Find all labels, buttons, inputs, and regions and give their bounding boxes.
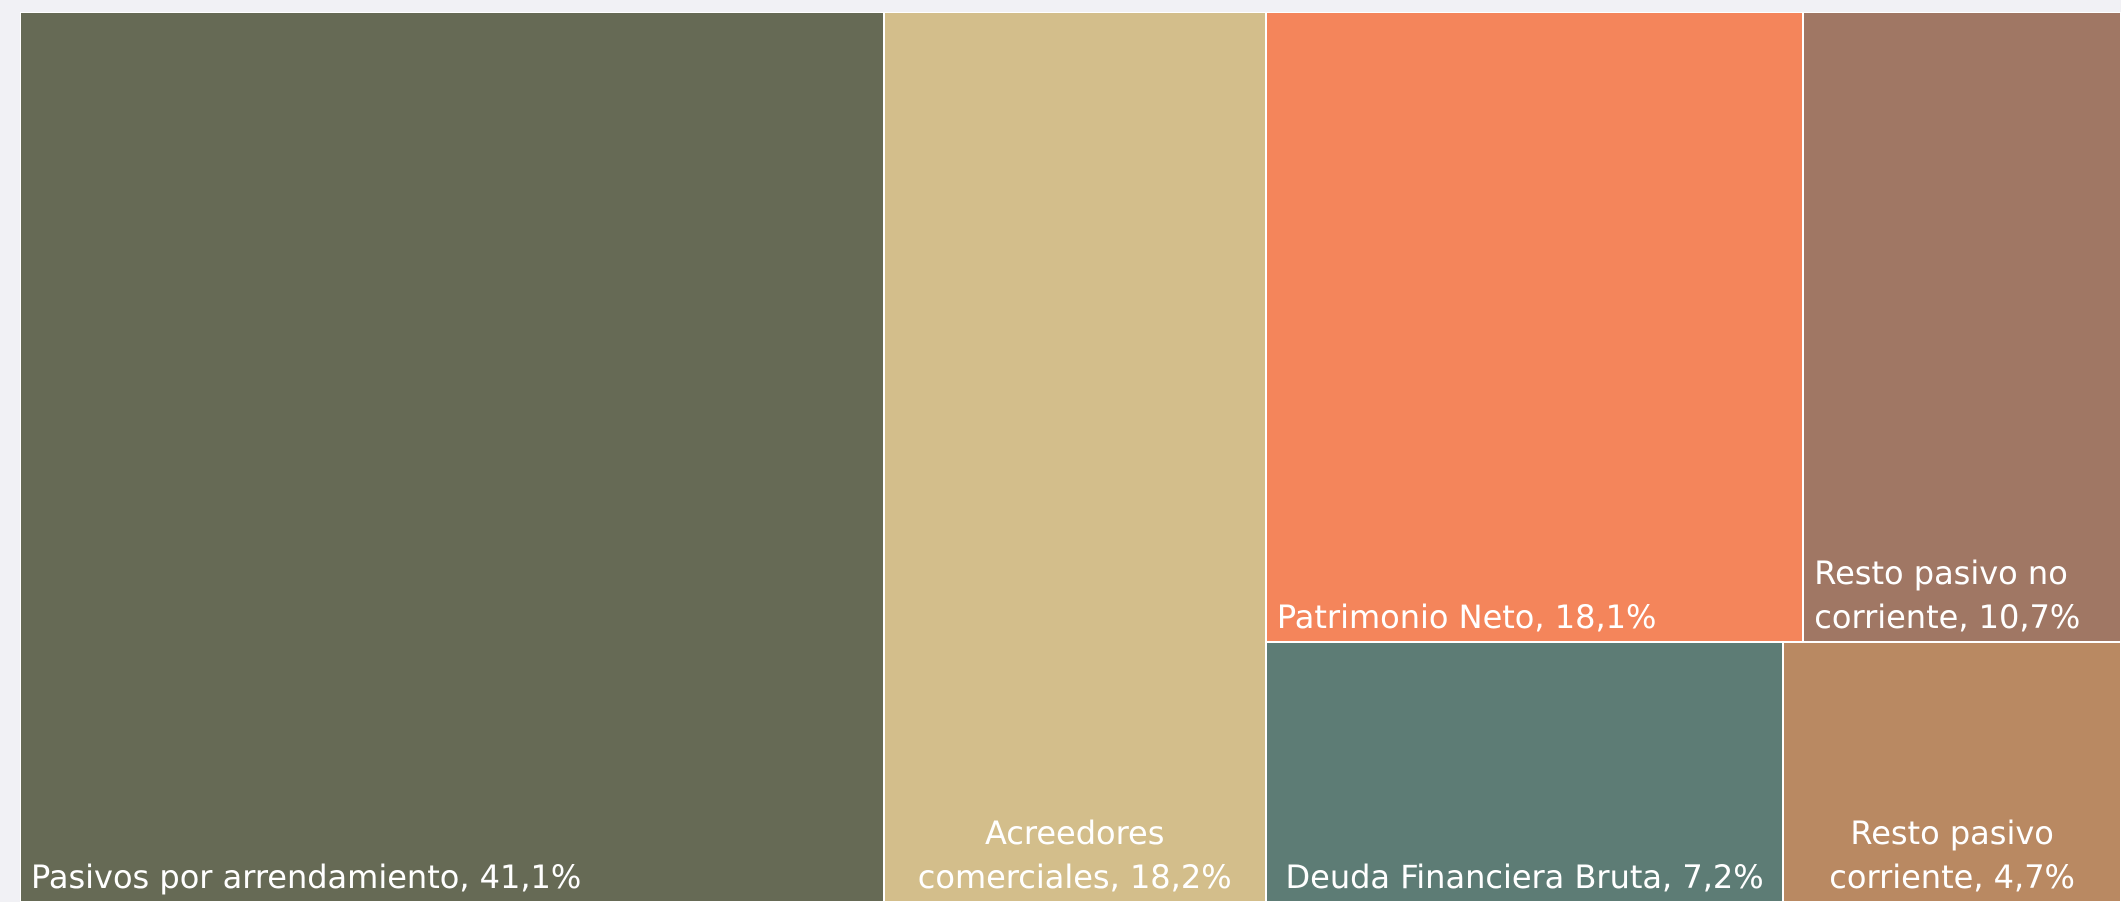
- tile-label: Pasivos por arrendamiento, 41,1%: [21, 855, 883, 901]
- category-name: Pasivos por arrendamiento,: [31, 858, 470, 896]
- tile: Pasivos por arrendamiento, 41,1%: [20, 12, 884, 902]
- value-label: 7,2%: [1682, 857, 1764, 896]
- category-name: Acreedores comerciales,: [917, 814, 1165, 896]
- value-label: 41,1%: [479, 858, 582, 896]
- tile: Resto pasivo corriente, 4,7%: [1783, 641, 2121, 902]
- tile-label: Acreedores comerciales, 18,2%: [885, 811, 1265, 901]
- tile: Patrimonio Neto, 18,1%: [1265, 12, 1804, 642]
- category-name: Patrimonio Neto,: [1276, 597, 1545, 636]
- category-name: Resto pasivo no corriente,: [1814, 553, 2068, 636]
- value-label: 18,1%: [1554, 597, 1657, 636]
- category-name: Deuda Financiera Bruta,: [1285, 857, 1673, 896]
- category-name: Resto pasivo corriente,: [1829, 813, 2054, 896]
- tile: Acreedores comerciales, 18,2%: [883, 12, 1266, 902]
- tile: Deuda Financiera Bruta, 7,2%: [1265, 641, 1784, 902]
- tile-label: Deuda Financiera Bruta, 7,2%: [1267, 855, 1782, 901]
- tile-label: Patrimonio Neto, 18,1%: [1267, 595, 1802, 641]
- tile-label: Resto pasivo no corriente, 10,7%: [1804, 551, 2120, 641]
- tile: Resto pasivo no corriente, 10,7%: [1803, 12, 2121, 642]
- value-label: 4,7%: [1993, 857, 2075, 896]
- value-label: 18,2%: [1129, 858, 1232, 896]
- value-label: 10,7%: [1978, 597, 2081, 636]
- tile-label: Resto pasivo corriente, 4,7%: [1784, 811, 2120, 901]
